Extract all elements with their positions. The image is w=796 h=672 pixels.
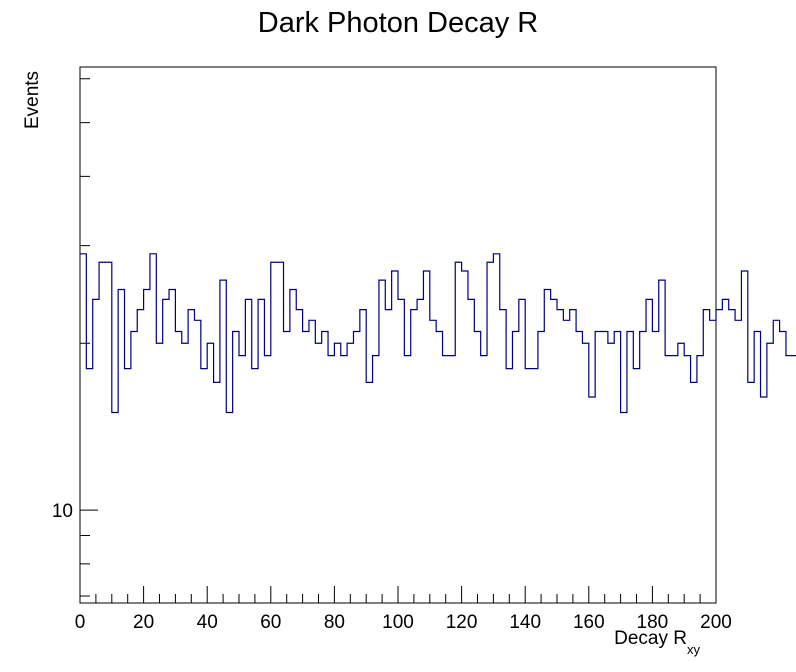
chart-title: Dark Photon Decay R	[258, 7, 538, 39]
y-tick-label: 10	[52, 501, 73, 522]
x-tick-label: 200	[700, 612, 732, 633]
x-axis-ticks	[79, 586, 717, 603]
x-tick-label: 20	[133, 612, 154, 633]
x-tick-label: 60	[260, 612, 281, 633]
y-axis-label: Events	[22, 71, 43, 129]
x-tick-label: 120	[446, 612, 478, 633]
x-tick-label: 80	[324, 612, 345, 633]
x-tick-label: 160	[573, 612, 605, 633]
x-axis-tick-labels: 0 20 40 60 80 100 120 140 160 180 200	[75, 612, 732, 633]
x-tick-label: 40	[197, 612, 218, 633]
x-tick-label: 0	[75, 612, 86, 633]
x-axis-label: Decay Rxy	[614, 628, 700, 657]
y-axis-tick-labels: 10	[52, 501, 73, 522]
histogram-series-line	[80, 253, 796, 414]
x-tick-label: 140	[509, 612, 541, 633]
x-tick-label: 100	[382, 612, 414, 633]
x-axis-label-subscript: xy	[687, 642, 701, 657]
y-axis-ticks	[80, 78, 98, 597]
x-tick-label: 180	[637, 612, 669, 633]
x-axis-label-main: Decay R	[614, 628, 687, 649]
